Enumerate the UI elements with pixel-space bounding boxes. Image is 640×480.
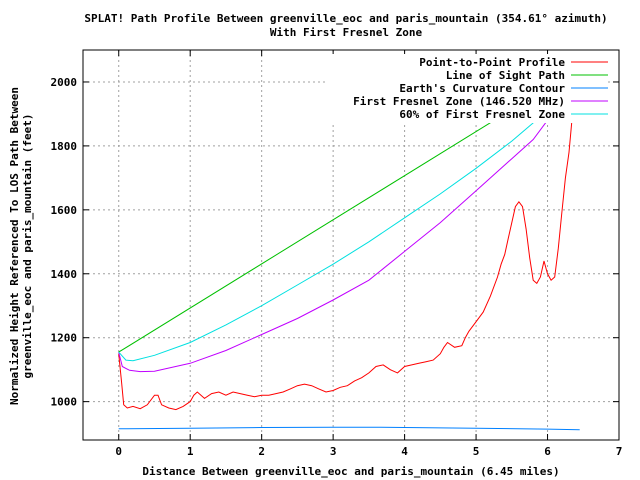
series-line-3 [118, 67, 581, 373]
x-tick-label-1: 1 [187, 445, 194, 458]
y-tick-label-0: 1000 [51, 396, 78, 409]
y-tick-label-5: 2000 [51, 76, 78, 89]
series-line-0 [118, 69, 579, 411]
x-tick-label-4: 4 [401, 445, 408, 458]
series-line-2 [118, 426, 580, 431]
y-tick-label-3: 1600 [51, 204, 78, 217]
y-tick-label-1: 1200 [51, 332, 78, 345]
legend-label-2: Earth's Curvature Contour [399, 82, 565, 95]
x-tick-label-3: 3 [330, 445, 337, 458]
legend-label-1: Line of Sight Path [446, 69, 565, 82]
x-tick-label-2: 2 [258, 445, 265, 458]
y-tick-label-4: 1800 [51, 140, 78, 153]
y-axis-label-group: Normalized Height Referenced To LOS Path… [8, 87, 34, 405]
x-tick-label-7: 7 [616, 445, 623, 458]
y-axis-label-line1: Normalized Height Referenced To LOS Path… [8, 87, 21, 405]
x-axis-label: Distance Between greenville_eoc and pari… [142, 465, 559, 478]
legend-label-3: First Fresnel Zone (146.520 MHz) [353, 95, 565, 108]
x-tick-label-6: 6 [544, 445, 551, 458]
y-tick-label-2: 1400 [51, 268, 78, 281]
series-line-4 [118, 67, 581, 362]
legend-background [328, 54, 608, 123]
chart-title: SPLAT! Path Profile Between greenville_e… [84, 12, 607, 25]
y-axis-label-line2: greenville_eoc and paris_mountain (feet) [21, 114, 34, 379]
chart-subtitle: With First Fresnel Zone [270, 26, 423, 39]
x-tick-label-0: 0 [115, 445, 122, 458]
plot-frame [82, 49, 620, 441]
series-lines [118, 67, 581, 431]
legend-label-4: 60% of First Fresnel Zone [399, 108, 565, 121]
x-tick-label-5: 5 [473, 445, 480, 458]
legend-label-0: Point-to-Point Profile [419, 56, 565, 69]
tick-labels: 0 1 2 3 4 5 6 7 1000 1200 1400 1600 1800 2000 [51, 50, 623, 458]
